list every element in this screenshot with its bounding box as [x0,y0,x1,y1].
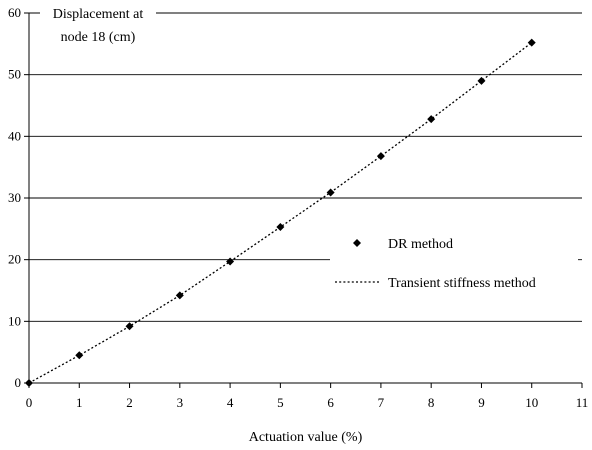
x-tick-label-2: 2 [126,395,133,410]
x-tick-label-1: 1 [76,395,83,410]
y-axis-title: Displacement at node 18 (cm) [40,4,156,46]
legend-diamond-marker [353,239,361,247]
legend-label-dr-method: DR method [388,237,453,252]
data-point-dr-7 [376,152,385,161]
data-point-dr-0 [25,379,33,387]
data-point-dr-5 [276,222,285,231]
data-point-dr-2 [125,322,134,331]
y-tick-label-30: 30 [8,190,21,205]
x-tick-label-11: 11 [576,395,589,410]
data-point-dr-4 [226,257,235,266]
x-tick-label-9: 9 [478,395,485,410]
legend-label-transient-stiffness-method: Transient stiffness method [388,276,536,291]
x-tick-labels: 0 1 2 3 4 5 6 7 8 9 10 11 [26,383,589,410]
x-tick-label-5: 5 [277,395,284,410]
series [25,38,536,387]
y-tick-label-40: 40 [8,128,21,143]
y-tick-label-60: 60 [8,5,21,20]
x-tick-label-3: 3 [177,395,184,410]
x-tick-label-0: 0 [26,395,33,410]
y-axis-title-line-2: node 18 (cm) [61,30,136,45]
data-point-dr-3 [175,291,184,300]
legend-background [330,226,578,296]
x-tick-label-4: 4 [227,395,234,410]
series-line-transient-stiffness [28,42,533,384]
y-axis-title-background [40,4,156,46]
y-tick-label-20: 20 [8,252,21,267]
data-point-dr-10 [527,38,536,47]
y-tick-labels: 0 10 20 30 40 50 60 [8,5,29,390]
legend: DR method Transient stiffness method [330,226,578,296]
data-point-dr-6 [326,188,335,197]
x-tick-label-6: 6 [327,395,334,410]
data-point-dr-1 [75,351,84,360]
x-tick-label-8: 8 [428,395,435,410]
x-tick-label-7: 7 [378,395,385,410]
x-axis-title: Actuation value (%) [249,430,363,445]
y-tick-label-10: 10 [8,313,21,328]
y-tick-label-0: 0 [15,375,22,390]
data-point-dr-8 [427,115,436,124]
y-axis-title-line-1: Displacement at [53,7,144,22]
y-tick-label-50: 50 [8,67,21,82]
data-point-dr-9 [477,76,486,85]
x-tick-label-10: 10 [525,395,538,410]
